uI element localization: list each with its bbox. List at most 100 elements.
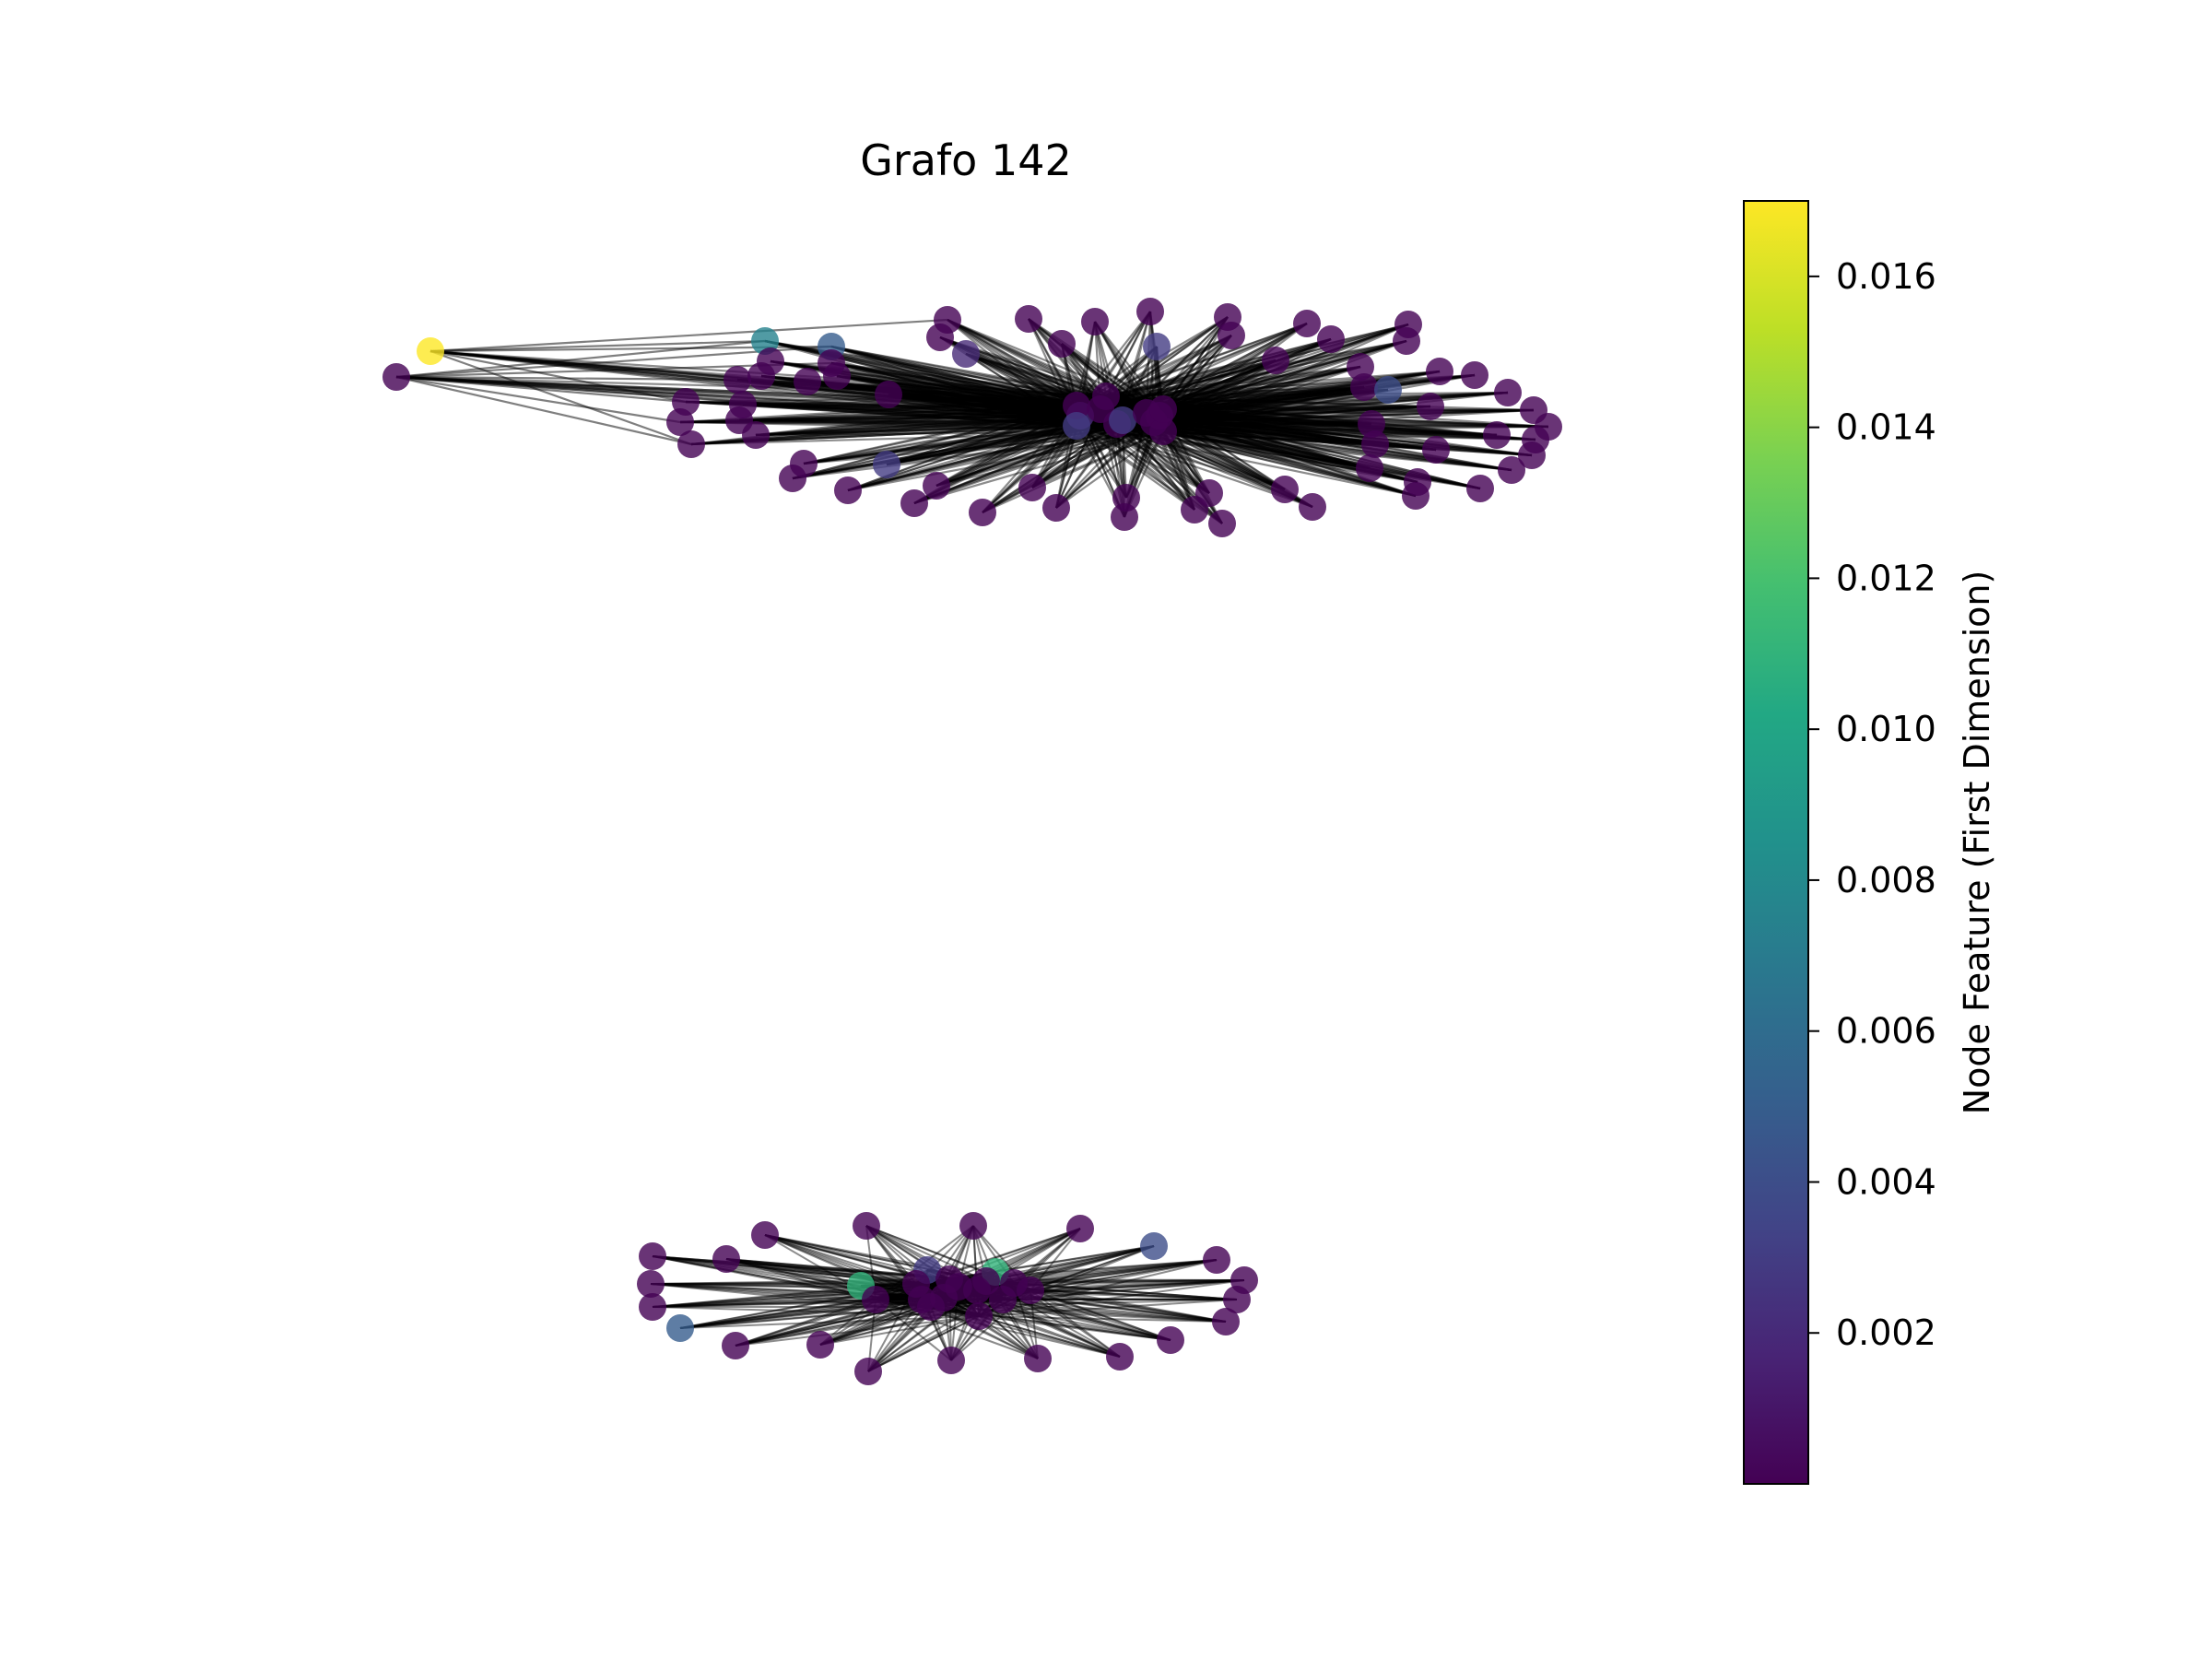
graph-edge xyxy=(1146,373,1476,415)
graph-node xyxy=(729,391,757,418)
graph-edge xyxy=(982,429,1164,514)
graph-edge xyxy=(875,1299,952,1361)
graph-edge xyxy=(1162,429,1371,470)
graph-edge xyxy=(1030,1245,1155,1291)
graph-edge xyxy=(738,418,1164,433)
graph-edge xyxy=(1159,414,1498,437)
graph-edge xyxy=(1162,405,1431,433)
graph-edge xyxy=(1162,429,1536,441)
graph-edge xyxy=(1079,415,1195,511)
graph-node xyxy=(923,472,950,500)
graph-node xyxy=(1293,310,1321,337)
graph-edge xyxy=(1146,411,1376,446)
graph-edge xyxy=(1146,385,1365,415)
graph-edge xyxy=(1122,418,1549,429)
graph-node xyxy=(1218,322,1245,349)
graph-edge xyxy=(650,1283,877,1300)
graph-edge xyxy=(886,404,1077,466)
graph-edge xyxy=(830,345,1077,407)
graph-edge xyxy=(1161,430,1196,511)
graph-edge xyxy=(982,423,1118,513)
graph-edge xyxy=(1153,391,1509,424)
graph-edge xyxy=(1146,365,1361,415)
graph-edge xyxy=(875,1299,1039,1359)
graph-edge xyxy=(921,1299,1171,1341)
graph-title: Grafo 142 xyxy=(860,135,1072,185)
graph-edge xyxy=(836,374,1107,398)
graph-edge xyxy=(1159,339,1407,418)
graph-edge xyxy=(978,1299,1238,1317)
graph-edge xyxy=(1116,423,1195,511)
graph-node xyxy=(1106,1343,1134,1371)
graph-edge xyxy=(1159,414,1376,446)
graph-edge xyxy=(1162,422,1372,433)
graph-edge xyxy=(1162,335,1232,410)
graph-edge xyxy=(1105,337,1332,398)
graph-edge xyxy=(1076,311,1151,406)
graph-edge xyxy=(755,424,1077,437)
graph-edge xyxy=(1162,407,1549,429)
graph-edge xyxy=(1162,407,1376,446)
colorbar-tick-label: 0.016 xyxy=(1836,256,1936,297)
graph-edge xyxy=(965,353,1077,406)
graph-edge xyxy=(764,339,1077,407)
graph-edge xyxy=(1162,429,1498,437)
graph-node xyxy=(965,1302,993,1330)
graph-edge xyxy=(978,1279,1245,1317)
graph-edge xyxy=(1055,421,1155,509)
graph-node xyxy=(952,340,980,368)
graph-edge xyxy=(1162,405,1431,411)
graph-edge xyxy=(865,1225,945,1299)
graph-edge xyxy=(792,424,1077,480)
graph-edge xyxy=(792,422,1118,480)
graph-node xyxy=(1483,421,1511,449)
graph-edge xyxy=(1162,407,1498,437)
graph-edge xyxy=(1146,405,1431,415)
graph-edge xyxy=(830,361,1077,407)
graph-node xyxy=(637,1270,665,1298)
colorbar-tick-label: 0.010 xyxy=(1836,709,1936,749)
graph-edge xyxy=(1100,316,1229,410)
graph-edge xyxy=(978,1315,1121,1358)
graph-node xyxy=(666,408,694,436)
graph-edge xyxy=(735,1299,1004,1347)
graph-edge xyxy=(803,420,1155,465)
graph-edge xyxy=(1162,385,1365,411)
graph-edge xyxy=(819,1315,980,1346)
graph-edge xyxy=(1079,415,1210,494)
colorbar-tick-label: 0.014 xyxy=(1836,407,1936,448)
graph-edge xyxy=(1162,429,1512,472)
graph-node xyxy=(972,1267,1000,1295)
graph-edge xyxy=(1122,418,1536,441)
graph-edge xyxy=(735,1306,932,1347)
graph-node xyxy=(1417,393,1444,420)
graph-node xyxy=(1498,456,1525,484)
graph-node xyxy=(1092,382,1120,410)
graph-edge xyxy=(1116,408,1535,426)
graph-edge xyxy=(652,1278,950,1308)
graph-edge xyxy=(1028,318,1077,406)
graph-edge xyxy=(1116,373,1476,426)
graph-edge xyxy=(806,380,1077,428)
graph-edge xyxy=(803,424,1077,465)
graph-node xyxy=(823,362,851,390)
graph-node xyxy=(1157,1326,1184,1354)
graph-edge xyxy=(1116,422,1533,457)
graph-edge xyxy=(1013,1259,1218,1284)
graph-node xyxy=(1518,441,1546,469)
graph-edge xyxy=(1076,346,1158,406)
graph-node xyxy=(1063,412,1090,440)
graph-edge xyxy=(395,375,1124,422)
graph-edge xyxy=(888,393,1081,418)
graph-edge xyxy=(1116,422,1498,437)
graph-edge xyxy=(1159,391,1509,418)
graph-edge xyxy=(792,429,1164,480)
graph-edge xyxy=(921,1299,1121,1358)
graph-edge xyxy=(1054,408,1102,509)
graph-edge xyxy=(1013,1282,1227,1323)
graph-edge xyxy=(978,1315,1227,1323)
graph-edge xyxy=(1162,391,1509,433)
graph-edge xyxy=(1028,318,1160,417)
graph-node xyxy=(1402,482,1430,510)
graph-edge xyxy=(738,407,1101,422)
